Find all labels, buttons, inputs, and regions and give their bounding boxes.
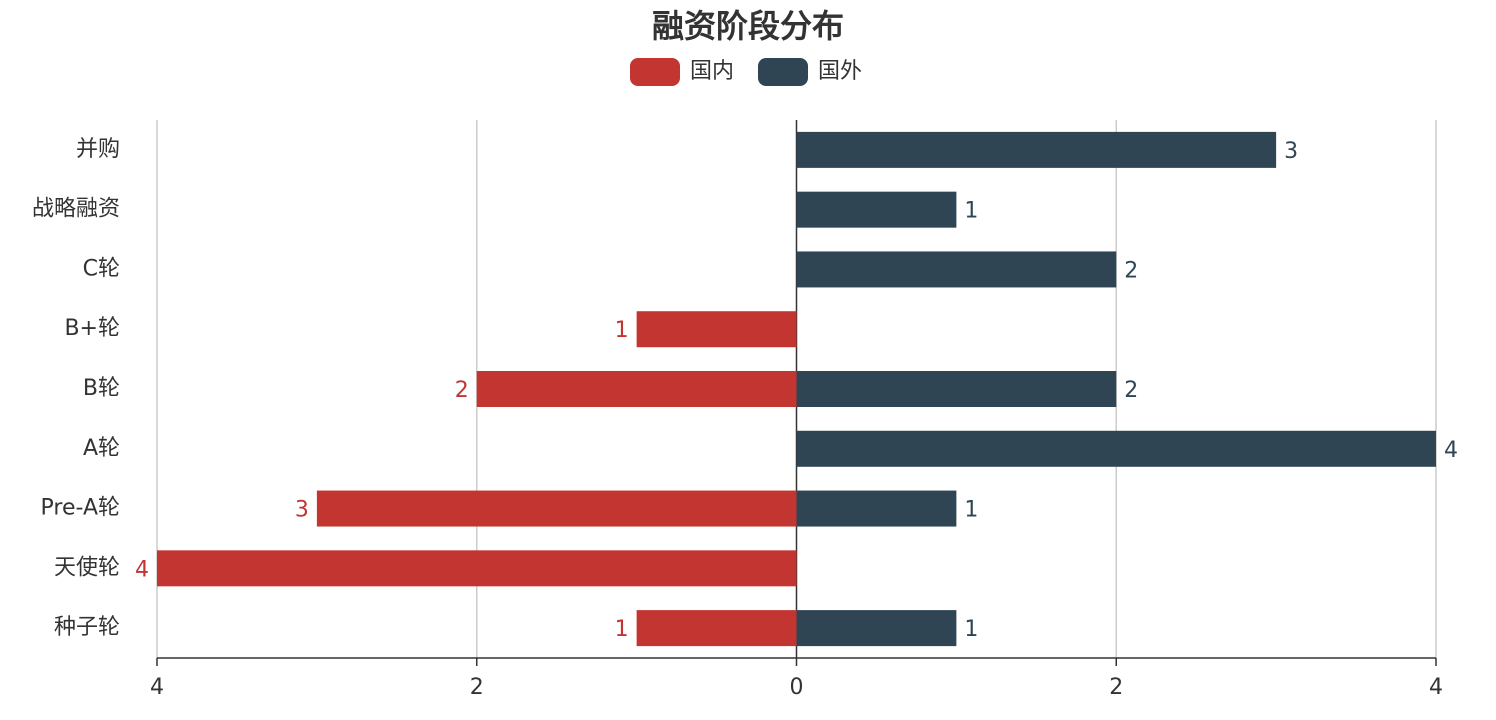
- legend-label: 国外: [818, 59, 862, 84]
- x-tick-label: 0: [790, 675, 804, 700]
- bar: [796, 251, 1117, 288]
- y-tick-label: 并购: [76, 137, 120, 162]
- chart-title: 融资阶段分布: [652, 7, 844, 45]
- bar: [796, 131, 1277, 168]
- y-tick-label: 种子轮: [54, 615, 120, 640]
- value-label: 2: [1124, 378, 1138, 403]
- x-tick-label: 2: [470, 675, 484, 700]
- value-label: 3: [295, 498, 309, 523]
- bar: [796, 371, 1117, 407]
- value-label: 1: [964, 617, 978, 642]
- value-label: 2: [1124, 258, 1138, 283]
- x-tick-label: 4: [1429, 675, 1443, 700]
- bar: [796, 610, 957, 647]
- x-tick-label: 4: [150, 675, 164, 700]
- bar: [796, 191, 957, 228]
- value-label: 1: [615, 318, 629, 343]
- value-label: 1: [964, 199, 978, 224]
- value-label: 4: [1444, 438, 1458, 463]
- y-tick-label: 战略融资: [32, 197, 120, 222]
- bar: [316, 490, 797, 527]
- y-tick-label: A轮: [83, 436, 120, 461]
- y-tick-label: C轮: [83, 256, 120, 281]
- bar: [476, 371, 797, 407]
- value-label: 2: [455, 378, 469, 403]
- bar: [796, 430, 1436, 467]
- bar: [636, 610, 797, 647]
- value-label: 1: [615, 617, 629, 642]
- legend-swatch: [758, 58, 808, 86]
- y-tick-label: 天使轮: [54, 555, 120, 580]
- y-tick-label: B轮: [83, 376, 120, 401]
- value-label: 1: [964, 498, 978, 523]
- bar: [157, 550, 797, 587]
- x-tick-label: 2: [1109, 675, 1123, 700]
- y-tick-label: Pre-A轮: [41, 496, 120, 521]
- y-tick-label: B+轮: [64, 316, 120, 341]
- value-label: 3: [1284, 139, 1298, 164]
- legend-swatch: [630, 58, 680, 86]
- value-label: 4: [135, 557, 149, 582]
- legend-label: 国内: [690, 59, 734, 84]
- bar: [796, 490, 957, 527]
- bar: [636, 311, 797, 348]
